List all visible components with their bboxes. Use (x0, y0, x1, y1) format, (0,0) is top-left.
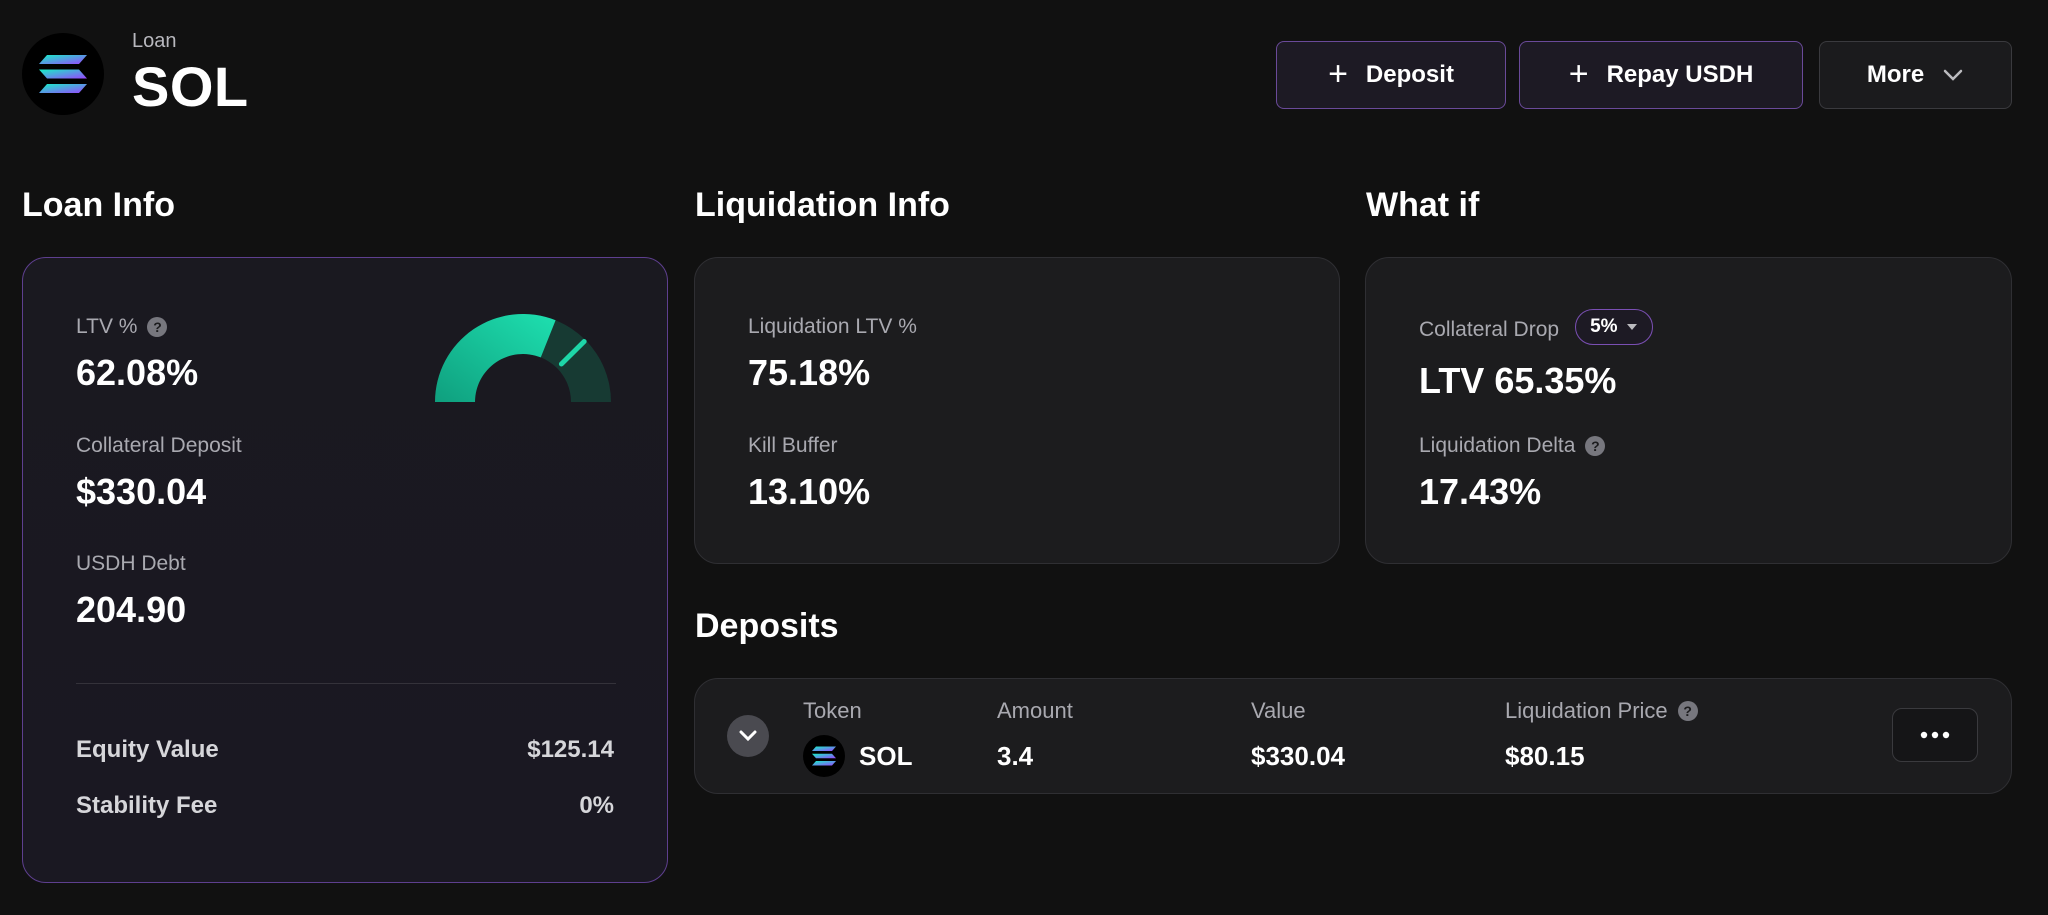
caret-down-icon (1626, 324, 1637, 330)
help-icon[interactable]: ? (1585, 436, 1606, 456)
liquidation-info-heading: Liquidation Info (695, 186, 950, 224)
collateral-drop-select[interactable]: 5% (1575, 309, 1653, 345)
column-header-token: Token (803, 698, 862, 723)
plus-icon: + (1328, 54, 1348, 93)
debt-label: USDH Debt (76, 552, 186, 575)
collateral-label: Collateral Deposit (76, 434, 242, 457)
what-if-heading: What if (1366, 186, 1480, 224)
liquidation-ltv-label: Liquidation LTV % (748, 315, 917, 338)
what-if-ltv-value: LTV 65.35% (1419, 360, 1617, 401)
kill-buffer-label: Kill Buffer (748, 434, 838, 457)
chevron-down-icon (739, 730, 757, 742)
gauge-liquidation-marker (558, 339, 587, 367)
row-options-button[interactable] (1892, 708, 1978, 762)
collateral-drop-value: 5% (1590, 316, 1618, 337)
sol-logo-icon (22, 33, 104, 115)
token-symbol: SOL (859, 741, 913, 771)
chevron-down-icon (1942, 68, 1964, 82)
what-if-card: Collateral Drop 5% LTV 65.35% Liquidatio… (1365, 257, 2012, 564)
deposits-heading: Deposits (695, 607, 839, 645)
more-button[interactable]: More (1819, 41, 2012, 109)
repay-button[interactable]: + Repay USDH (1519, 41, 1803, 109)
plus-icon: + (1568, 54, 1589, 93)
deposit-value: $330.04 (1251, 741, 1345, 771)
page-title: SOL (132, 55, 249, 118)
gauge-fill (435, 314, 556, 402)
repay-button-label: Repay USDH (1606, 61, 1754, 88)
liquidation-delta-value: 17.43% (1419, 471, 1542, 512)
deposit-button[interactable]: + Deposit (1276, 41, 1506, 109)
collateral-drop-label-text: Collateral Drop (1419, 318, 1560, 341)
column-header-value: Value (1251, 698, 1306, 723)
ellipsis-icon (1920, 731, 1950, 739)
fee-label: Stability Fee (76, 792, 218, 819)
equity-label: Equity Value (76, 736, 219, 763)
ltv-label-text: LTV % (76, 315, 138, 338)
column-header-liquidation-price: Liquidation Price ? (1505, 698, 1698, 724)
liquidation-info-card: Liquidation LTV % 75.18% Kill Buffer 13.… (694, 257, 1340, 564)
liquidation-delta-label-text: Liquidation Delta (1419, 434, 1576, 457)
column-header-liquidation-price-text: Liquidation Price (1505, 698, 1668, 723)
page-header: Loan SOL + Deposit + Repay USDH More (22, 30, 2012, 120)
ltv-label: LTV % ? (76, 315, 168, 339)
collateral-value: $330.04 (76, 471, 207, 512)
deposit-button-label: Deposit (1365, 61, 1454, 88)
expand-row-button[interactable] (727, 715, 769, 757)
kill-buffer-value: 13.10% (748, 471, 871, 512)
card-divider (76, 683, 616, 684)
equity-value: $125.14 (527, 736, 614, 763)
fee-value: 0% (579, 792, 614, 819)
collateral-drop-label: Collateral Drop 5% (1419, 309, 1653, 345)
column-header-amount: Amount (997, 698, 1073, 723)
liquidation-delta-label: Liquidation Delta ? (1419, 434, 1606, 458)
loan-info-heading: Loan Info (22, 186, 175, 224)
breadcrumb: Loan (132, 30, 177, 52)
ltv-gauge (435, 314, 611, 402)
debt-value: 204.90 (76, 589, 187, 630)
deposit-amount: 3.4 (997, 741, 1034, 771)
ltv-value: 62.08% (76, 352, 199, 393)
more-button-label: More (1866, 61, 1925, 88)
deposit-row-card: Token SOL Amount 3.4 Value $330.04 Liqui… (694, 678, 2012, 794)
liquidation-price: $80.15 (1505, 741, 1585, 771)
liquidation-ltv-value: 75.18% (748, 352, 871, 393)
loan-info-card: LTV % ? 62.08% Collateral Deposit $330.0… (22, 257, 668, 883)
help-icon[interactable]: ? (147, 317, 168, 337)
help-icon[interactable]: ? (1677, 701, 1698, 721)
sol-token-icon (803, 735, 845, 777)
